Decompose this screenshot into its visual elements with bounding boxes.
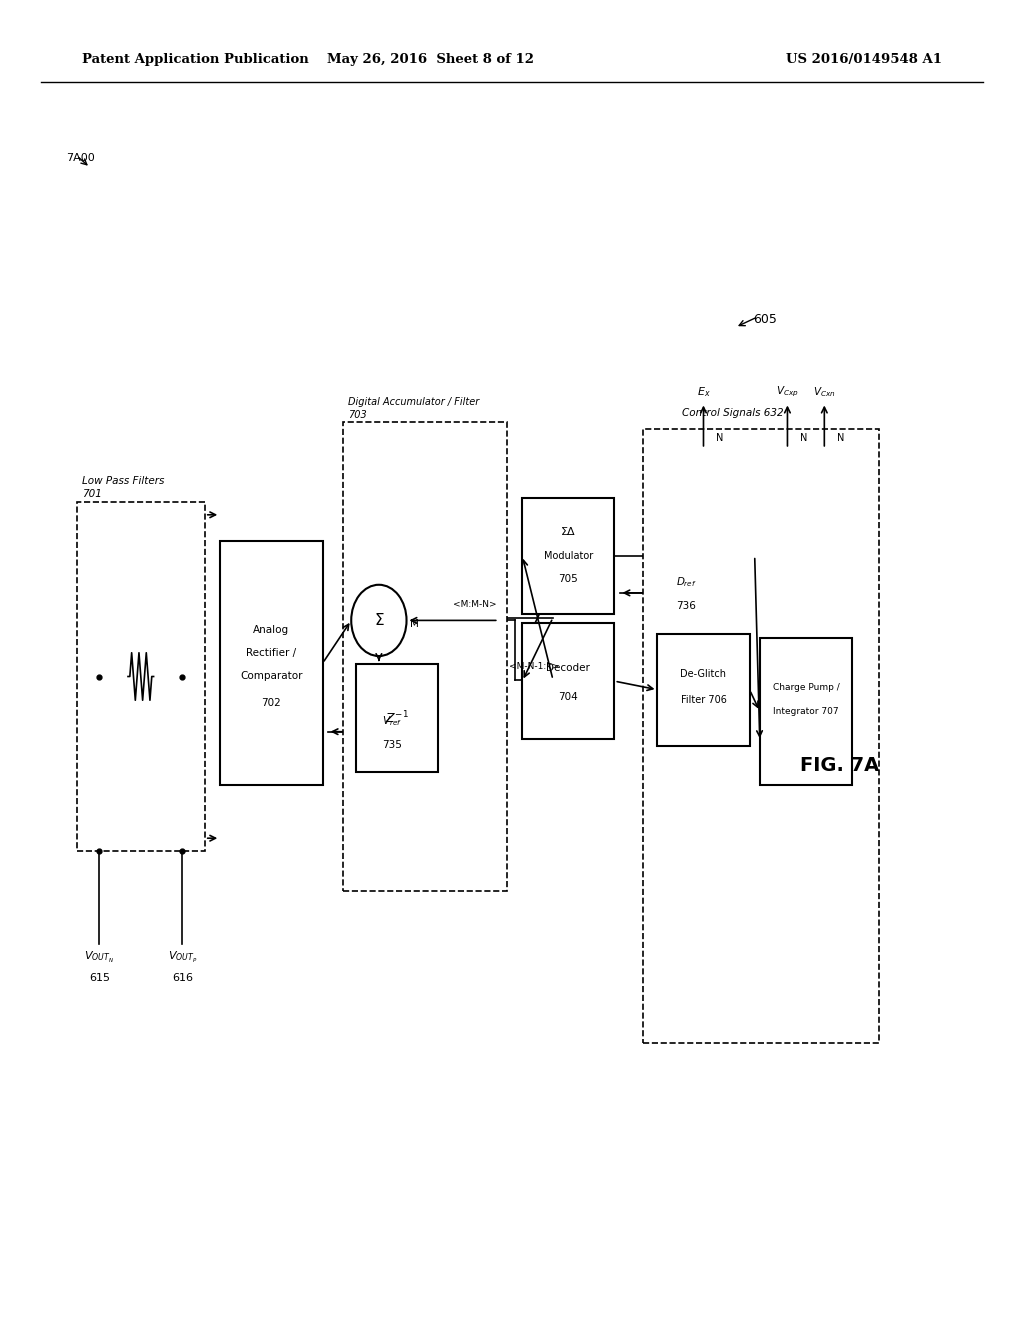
Text: Control Signals 632: Control Signals 632	[682, 408, 783, 418]
Text: $V_{Cxn}$: $V_{Cxn}$	[813, 385, 836, 399]
Text: $V_{OUT_N}$: $V_{OUT_N}$	[84, 950, 115, 965]
Text: Rectifier /: Rectifier /	[247, 648, 296, 657]
Text: <M:M-N>: <M:M-N>	[454, 601, 497, 609]
Text: Σ: Σ	[374, 612, 384, 628]
Bar	[343, 422, 507, 891]
Text: May 26, 2016  Sheet 8 of 12: May 26, 2016 Sheet 8 of 12	[327, 53, 534, 66]
Bar	[522, 623, 614, 739]
Bar	[356, 664, 438, 772]
Text: 703: 703	[348, 409, 367, 420]
Bar	[643, 429, 879, 1043]
Text: 7A00: 7A00	[67, 153, 95, 164]
Text: Modulator: Modulator	[544, 550, 593, 561]
Bar	[522, 498, 614, 614]
Bar	[220, 541, 323, 785]
Text: <M-N-1:k>: <M-N-1:k>	[509, 663, 559, 671]
Bar	[657, 634, 750, 746]
Text: N: N	[837, 433, 844, 444]
Text: Charge Pump /: Charge Pump /	[772, 684, 840, 692]
Text: 702: 702	[261, 698, 282, 708]
Text: Digital Accumulator / Filter: Digital Accumulator / Filter	[348, 396, 479, 407]
Text: 616: 616	[172, 973, 193, 983]
Text: Filter 706: Filter 706	[681, 696, 726, 705]
Text: Decoder: Decoder	[547, 663, 590, 673]
Text: $E_x$: $E_x$	[696, 385, 711, 399]
Text: M: M	[410, 619, 419, 630]
Text: 705: 705	[558, 574, 579, 585]
Text: 615: 615	[89, 973, 110, 983]
Text: Patent Application Publication: Patent Application Publication	[82, 53, 308, 66]
Bar	[77, 502, 205, 851]
Text: De-Glitch: De-Glitch	[681, 669, 726, 678]
Text: Analog: Analog	[253, 626, 290, 635]
Text: $Z^{-1}$: $Z^{-1}$	[385, 710, 410, 726]
Text: 736: 736	[676, 601, 695, 611]
Text: Low Pass Filters: Low Pass Filters	[82, 475, 164, 486]
Text: FIG. 7A: FIG. 7A	[800, 756, 880, 775]
Text: $V_{Cxp}$: $V_{Cxp}$	[776, 385, 799, 399]
Text: $V_{OUT_P}$: $V_{OUT_P}$	[168, 950, 197, 965]
Circle shape	[351, 585, 407, 656]
Text: ΣΔ: ΣΔ	[561, 527, 575, 537]
Text: Comparator: Comparator	[240, 672, 303, 681]
Text: 735: 735	[382, 741, 401, 750]
Text: 704: 704	[558, 692, 579, 702]
Text: $V_{ref}$: $V_{ref}$	[382, 714, 402, 729]
Text: N: N	[800, 433, 807, 444]
Text: 701: 701	[82, 488, 101, 499]
Text: Integrator 707: Integrator 707	[773, 708, 839, 715]
Text: N: N	[716, 433, 723, 444]
Text: 605: 605	[753, 313, 776, 326]
Text: US 2016/0149548 A1: US 2016/0149548 A1	[786, 53, 942, 66]
Bar	[760, 638, 852, 785]
Text: $D_{ref}$: $D_{ref}$	[676, 576, 696, 589]
